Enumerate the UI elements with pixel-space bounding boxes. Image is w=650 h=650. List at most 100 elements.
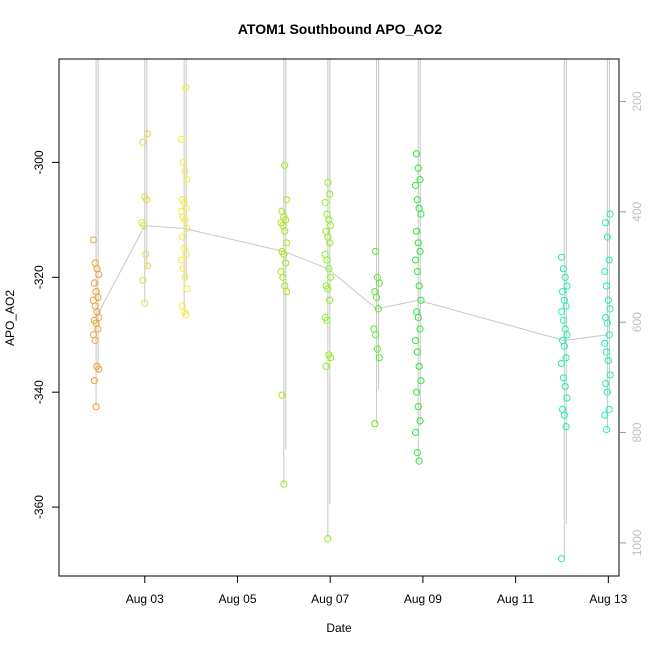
x-tick-label: Aug 11 xyxy=(497,592,534,606)
data-point xyxy=(91,336,99,345)
data-point xyxy=(94,325,102,333)
data-point xyxy=(178,233,186,241)
y-axis-label: APO_AO2 xyxy=(3,290,17,346)
data-point xyxy=(417,210,425,218)
data-point xyxy=(322,362,330,370)
data-point xyxy=(562,302,570,310)
data-point xyxy=(416,176,424,184)
data-point xyxy=(563,394,571,402)
data-point xyxy=(557,308,566,316)
data-point xyxy=(413,348,421,356)
data-point xyxy=(280,250,288,258)
data-point xyxy=(416,325,424,333)
chart-title: ATOM1 Southbound APO_AO2 xyxy=(238,21,443,37)
transit-line xyxy=(95,225,146,318)
data-point xyxy=(282,239,291,247)
data-point xyxy=(371,420,379,428)
data-point xyxy=(92,402,100,411)
data-point xyxy=(326,354,335,362)
data-point xyxy=(559,265,567,273)
data-point xyxy=(414,402,422,411)
transit-line xyxy=(184,227,284,252)
data-point xyxy=(282,259,290,267)
data-point xyxy=(321,199,329,207)
data-point xyxy=(326,239,334,247)
data-point xyxy=(602,379,610,388)
data-point xyxy=(413,448,421,457)
data-point xyxy=(557,555,566,563)
data-point xyxy=(412,388,421,396)
data-point xyxy=(606,305,614,313)
y-tick-label: -300 xyxy=(32,150,46,174)
data-point xyxy=(560,342,568,350)
data-point xyxy=(278,391,286,399)
data-point xyxy=(558,288,567,296)
data-point xyxy=(181,167,189,175)
transit-line xyxy=(327,268,377,310)
plot-frame xyxy=(58,58,620,577)
data-point xyxy=(324,535,332,543)
data-point xyxy=(90,279,98,287)
profile-lines xyxy=(95,59,610,559)
data-point xyxy=(557,253,566,261)
x-axis-label: Date xyxy=(326,621,352,635)
data-point xyxy=(182,84,190,92)
y-tick-label: -360 xyxy=(32,495,46,519)
data-point xyxy=(142,250,150,258)
transit-line xyxy=(376,299,419,310)
data-point xyxy=(560,411,568,419)
data-point xyxy=(281,161,289,169)
data-point xyxy=(179,265,187,273)
data-point xyxy=(181,273,189,281)
data-point xyxy=(604,356,612,365)
y2-tick-label: 200 xyxy=(630,91,644,111)
data-point xyxy=(95,270,103,279)
data-point xyxy=(416,417,424,425)
data-point xyxy=(372,293,381,301)
data-point xyxy=(602,282,611,290)
data-point xyxy=(601,339,609,347)
data-point xyxy=(606,371,614,379)
data-point xyxy=(417,296,425,304)
data-point xyxy=(143,130,152,138)
y2-tick-label: 600 xyxy=(630,312,644,332)
data-point xyxy=(90,377,98,385)
data-point xyxy=(413,267,421,276)
y-axis: -360 -340 -320 -300 xyxy=(32,150,59,519)
data-point xyxy=(414,239,422,247)
data-point xyxy=(141,299,149,307)
data-point xyxy=(415,362,423,370)
transit-line xyxy=(564,334,608,341)
data-point xyxy=(604,296,612,304)
data-point xyxy=(181,216,189,224)
data-point xyxy=(412,150,421,158)
data-point xyxy=(559,316,567,324)
data-point xyxy=(177,256,186,264)
data-point xyxy=(142,196,151,204)
data-point xyxy=(323,316,331,324)
data-point xyxy=(326,273,335,281)
data-point xyxy=(324,178,332,187)
data-point xyxy=(417,377,425,385)
data-point xyxy=(140,221,148,230)
data-point xyxy=(182,250,190,258)
x-axis: Aug 03 Aug 05 Aug 07 Aug 09 Aug 11 Aug 13 xyxy=(126,576,628,606)
data-point xyxy=(183,224,191,233)
data-point xyxy=(183,285,191,293)
data-point xyxy=(605,256,613,264)
data-point xyxy=(563,282,571,290)
data-point xyxy=(324,285,332,293)
y2-tick-label: 800 xyxy=(630,422,644,442)
data-point xyxy=(415,282,423,290)
data-point xyxy=(606,210,614,218)
data-point xyxy=(326,190,334,198)
data-point xyxy=(605,405,613,414)
data-point xyxy=(411,428,420,436)
data-point xyxy=(414,164,422,172)
data-point xyxy=(602,219,610,227)
data-point xyxy=(282,288,291,296)
data-point xyxy=(413,196,421,204)
data-point xyxy=(603,388,612,396)
x-tick-label: Aug 07 xyxy=(311,592,349,606)
data-point xyxy=(139,276,147,284)
